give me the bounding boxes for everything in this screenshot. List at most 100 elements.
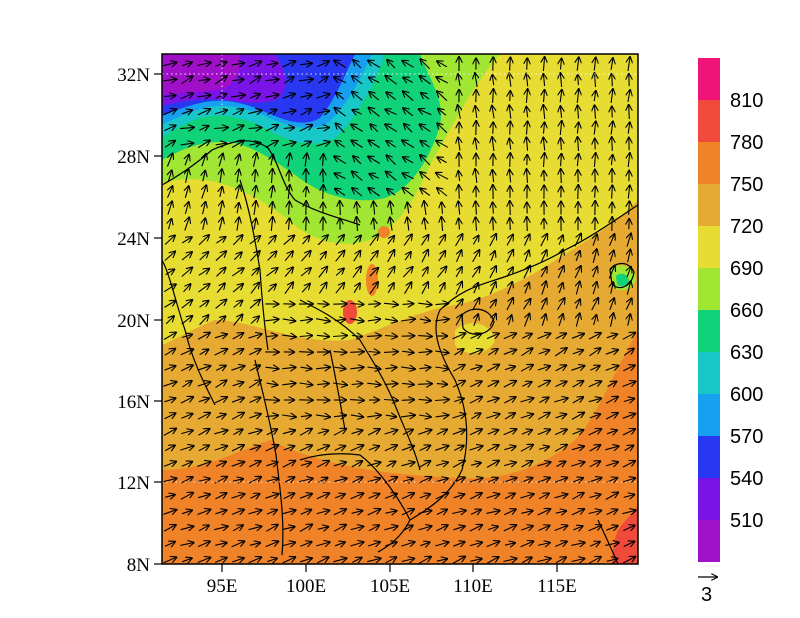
wind-vector [272,169,273,184]
wind-vector [316,446,329,451]
wind-vector [574,266,581,279]
wind-vector [164,413,175,420]
wind-vector [368,188,380,197]
wind-vector [493,202,494,214]
wind-vector [317,304,329,305]
wind-vector [288,185,290,199]
wind-vector [623,365,634,372]
colorbar [698,58,720,562]
wind-vector [232,79,243,80]
wind-vector [403,157,414,164]
wind-vector [266,462,277,466]
wind-vector [300,319,312,321]
wind-vector [335,173,346,178]
wind-vector [198,398,209,401]
wind-vector [421,93,430,100]
wind-vector [594,58,595,71]
wind-vector [526,107,527,118]
wind-vector [203,171,205,182]
wind-vector [624,446,634,451]
wind-vector [593,234,597,246]
lon-label-115e: 115E [537,576,576,597]
wind-vector [401,415,415,417]
wind-vector [231,445,244,452]
wind-vector [420,124,431,133]
wind-vector [353,283,360,293]
wind-vector [351,461,362,468]
wind-vector [197,63,211,66]
wind-vector [384,336,397,337]
wind-vector [163,510,177,515]
wind-vector [418,430,431,435]
wind-vector [623,542,635,547]
wind-vector [455,234,463,247]
wind-vector [509,139,510,150]
wind-vector [350,415,363,417]
wind-vector [283,446,295,450]
wind-vector [454,299,462,309]
wind-vector [203,202,206,215]
wind-vector [385,124,398,133]
colorbar-label-630: 630 [730,342,763,364]
colorbar-label-570: 570 [730,426,763,448]
wind-vector [282,557,296,564]
wind-vector [197,510,211,516]
wind-vector [401,559,414,562]
lat-label-12n: 12N [117,473,150,494]
wind-vector [593,267,597,278]
wind-vector [163,382,176,386]
wind-vector [357,202,358,214]
wind-vector [588,511,601,514]
wind-vector [299,558,312,562]
wind-vector [486,414,499,418]
wind-vector [237,217,239,231]
wind-vector [510,91,511,102]
wind-vector [510,121,511,135]
wind-vector [491,251,495,262]
wind-vector [605,397,618,404]
wind-vector [266,429,277,436]
wind-vector [420,155,431,166]
wind-vector [588,525,602,532]
wind-vector [556,298,564,311]
wind-vector [369,268,378,277]
wind-vector [166,154,172,167]
wind-vector [181,76,192,85]
wind-vector [607,382,617,387]
wind-vector [555,557,566,564]
wind-vector [509,73,511,87]
wind-vector [540,234,547,247]
wind-vector [351,430,363,433]
wind-vectors [163,57,635,564]
wind-vector [628,90,630,103]
wind-vector [628,314,631,326]
wind-vector [384,445,397,452]
wind-vector [165,316,174,325]
wind-vector [509,105,511,119]
wind-vector [453,446,464,451]
wind-vector [306,217,307,231]
wind-vector [317,235,328,246]
wind-vector [236,185,239,199]
wind-vector [163,79,177,81]
wind-vector [350,526,364,529]
lon-label-95e: 95E [207,576,238,597]
wind-vector [300,367,312,369]
wind-vector [623,349,634,356]
wind-vector [231,141,244,148]
wind-vector [233,315,243,326]
wind-vector [181,477,192,484]
wind-vector [452,430,465,435]
wind-vector [420,189,431,196]
wind-vector [299,429,312,436]
wind-vector [436,141,449,148]
wind-vector [368,494,380,499]
wind-vector [197,140,210,149]
wind-vector [487,557,498,564]
wind-vector [589,414,601,418]
wind-vector [333,336,347,337]
wind-vector [435,303,449,304]
wind-vector [437,91,448,102]
wind-vector [605,350,618,354]
wind-vector [452,461,465,468]
